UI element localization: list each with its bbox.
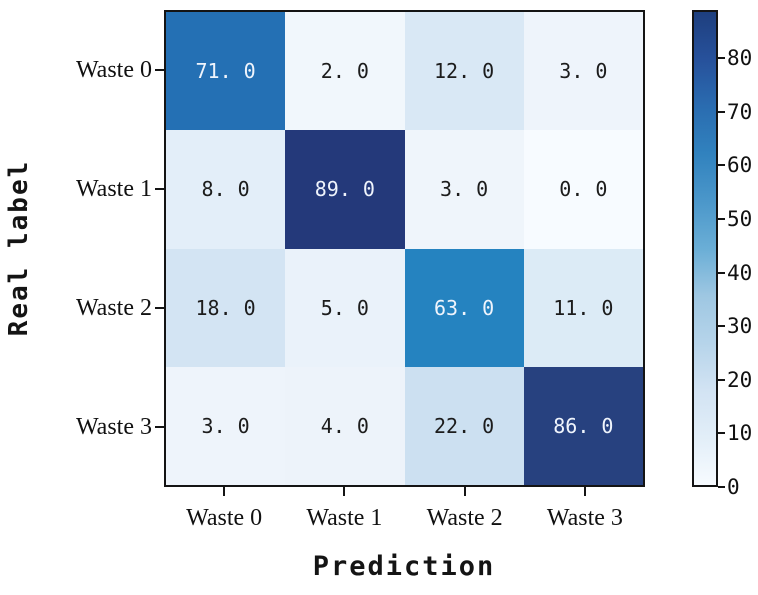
colorbar-tick-label: 0 bbox=[727, 475, 740, 499]
heatmap-cell: 71. 0 bbox=[166, 12, 286, 131]
x-axis-title: Prediction bbox=[312, 551, 496, 582]
x-tick-mark bbox=[583, 487, 586, 496]
colorbar-tick-mark bbox=[718, 486, 725, 488]
heatmap-cell: 2. 0 bbox=[285, 12, 405, 131]
y-tick-mark bbox=[155, 187, 164, 190]
cell-value: 11. 0 bbox=[553, 295, 614, 320]
cell-value: 22. 0 bbox=[434, 413, 495, 438]
heatmap-cell: 4. 0 bbox=[285, 366, 405, 485]
cell-value: 12. 0 bbox=[434, 59, 495, 84]
colorbar-tick-mark bbox=[718, 164, 725, 167]
cell-value: 63. 0 bbox=[434, 295, 495, 320]
y-tick-mark bbox=[155, 68, 164, 71]
heatmap-cell: 3. 0 bbox=[166, 366, 286, 485]
colorbar-tick-label: 10 bbox=[727, 421, 753, 446]
heatmap-cell: 12. 0 bbox=[404, 12, 524, 131]
heatmap-cell: 18. 0 bbox=[166, 248, 286, 367]
colorbar-tick-mark bbox=[718, 218, 725, 221]
colorbar-tick-label: 20 bbox=[727, 367, 753, 392]
heatmap-cell: 3. 0 bbox=[404, 130, 524, 249]
heatmap-cell: 89. 0 bbox=[285, 130, 405, 249]
heatmap-cell: 3. 0 bbox=[523, 12, 643, 131]
colorbar-tick-mark bbox=[718, 271, 725, 274]
colorbar-tick-label: 80 bbox=[727, 46, 753, 71]
y-axis-title: Real label bbox=[4, 159, 34, 337]
colorbar-tick-label: 70 bbox=[727, 99, 753, 124]
heatmap-cell: 11. 0 bbox=[523, 248, 643, 367]
heatmap-cell: 86. 0 bbox=[523, 366, 643, 485]
cell-value: 4. 0 bbox=[320, 413, 369, 438]
heatmap-cell: 0. 0 bbox=[523, 130, 643, 249]
cell-value: 3. 0 bbox=[559, 59, 608, 84]
heatmap-cell: 22. 0 bbox=[404, 366, 524, 485]
heatmap-cell: 63. 0 bbox=[404, 248, 524, 367]
x-tick-mark bbox=[343, 487, 346, 496]
y-tick-label: Waste 2 bbox=[75, 295, 152, 322]
colorbar bbox=[692, 10, 718, 487]
cell-value: 18. 0 bbox=[195, 295, 256, 320]
cell-value: 3. 0 bbox=[201, 413, 250, 438]
cell-value: 71. 0 bbox=[195, 59, 256, 84]
y-tick-label: Waste 1 bbox=[75, 175, 152, 202]
colorbar-tick-label: 30 bbox=[727, 314, 753, 339]
colorbar-tick-mark bbox=[718, 378, 725, 381]
heatmap-cell: 5. 0 bbox=[285, 248, 405, 367]
cell-value: 3. 0 bbox=[440, 177, 489, 202]
y-tick-label: Waste 0 bbox=[75, 56, 152, 83]
y-tick-label: Waste 3 bbox=[75, 414, 152, 441]
heatmap-cell: 8. 0 bbox=[166, 130, 286, 249]
cell-value: 0. 0 bbox=[559, 177, 608, 202]
x-tick-mark bbox=[463, 487, 466, 496]
colorbar-tick-mark bbox=[718, 325, 725, 328]
colorbar-tick-mark bbox=[718, 110, 725, 113]
colorbar-tick-label: 60 bbox=[727, 153, 753, 178]
cell-value: 89. 0 bbox=[314, 177, 375, 202]
cell-value: 8. 0 bbox=[201, 177, 250, 202]
colorbar-tick-label: 50 bbox=[727, 207, 753, 232]
x-tick-label: Waste 0 bbox=[186, 505, 263, 531]
x-tick-label: Waste 3 bbox=[546, 505, 623, 531]
heatmap-plot: 71. 0 2. 0 12. 0 3. 0 8. 0 89. 0 3. 0 0. 0 18. 0… bbox=[164, 10, 645, 487]
x-tick-mark bbox=[223, 487, 226, 496]
x-tick-label: Waste 1 bbox=[306, 505, 383, 531]
colorbar-tick-mark bbox=[718, 432, 725, 435]
y-tick-mark bbox=[155, 426, 164, 429]
x-tick-label: Waste 2 bbox=[426, 505, 503, 531]
y-tick-mark bbox=[155, 307, 164, 310]
colorbar-tick-mark bbox=[718, 57, 725, 60]
colorbar-tick-label: 40 bbox=[727, 260, 753, 285]
cell-value: 5. 0 bbox=[320, 295, 369, 320]
cell-value: 2. 0 bbox=[320, 59, 369, 84]
cell-value: 86. 0 bbox=[553, 413, 614, 438]
